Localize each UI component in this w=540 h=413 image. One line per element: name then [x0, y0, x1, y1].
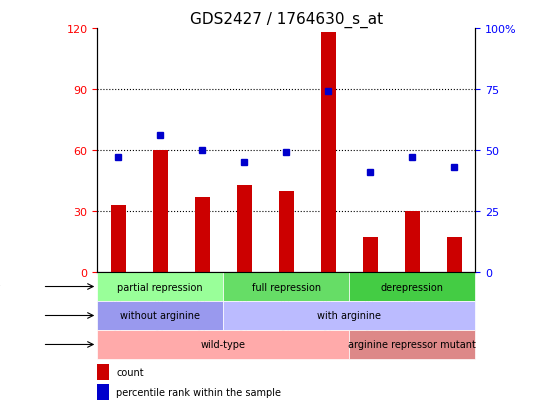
FancyBboxPatch shape — [223, 301, 475, 330]
FancyBboxPatch shape — [349, 272, 475, 301]
Bar — [97, 384, 109, 400]
Title: GDS2427 / 1764630_s_at: GDS2427 / 1764630_s_at — [190, 12, 383, 28]
Text: without arginine: without arginine — [120, 311, 200, 321]
Text: growth protocol: growth protocol — [0, 311, 1, 321]
Bar — [139, 272, 181, 275]
Bar — [433, 272, 475, 275]
Text: full repression: full repression — [252, 282, 321, 292]
Bar — [97, 364, 109, 380]
Bar — [153, 151, 167, 272]
Bar — [307, 272, 349, 275]
Text: wild-type: wild-type — [201, 339, 246, 350]
Bar — [321, 33, 335, 272]
Bar — [265, 272, 307, 275]
Text: count: count — [116, 367, 144, 377]
Bar — [223, 272, 265, 275]
Bar — [391, 272, 433, 275]
FancyBboxPatch shape — [97, 330, 349, 359]
Text: arginine repressor mutant: arginine repressor mutant — [348, 339, 476, 350]
Bar — [195, 197, 210, 272]
Bar — [363, 238, 377, 272]
Text: partial repression: partial repression — [117, 282, 203, 292]
Bar — [181, 272, 223, 275]
Text: percentile rank within the sample: percentile rank within the sample — [116, 387, 281, 397]
FancyBboxPatch shape — [97, 272, 223, 301]
Text: genotype/variation: genotype/variation — [0, 339, 1, 350]
Bar — [279, 191, 294, 272]
Bar — [349, 272, 391, 275]
Text: other: other — [0, 282, 1, 292]
Bar — [111, 205, 126, 272]
Bar — [447, 238, 462, 272]
FancyBboxPatch shape — [223, 272, 349, 301]
Bar — [97, 272, 139, 275]
FancyBboxPatch shape — [349, 330, 475, 359]
FancyBboxPatch shape — [97, 301, 223, 330]
Bar — [405, 211, 420, 272]
Bar — [237, 185, 252, 272]
Text: derepression: derepression — [381, 282, 444, 292]
Text: with arginine: with arginine — [317, 311, 381, 321]
